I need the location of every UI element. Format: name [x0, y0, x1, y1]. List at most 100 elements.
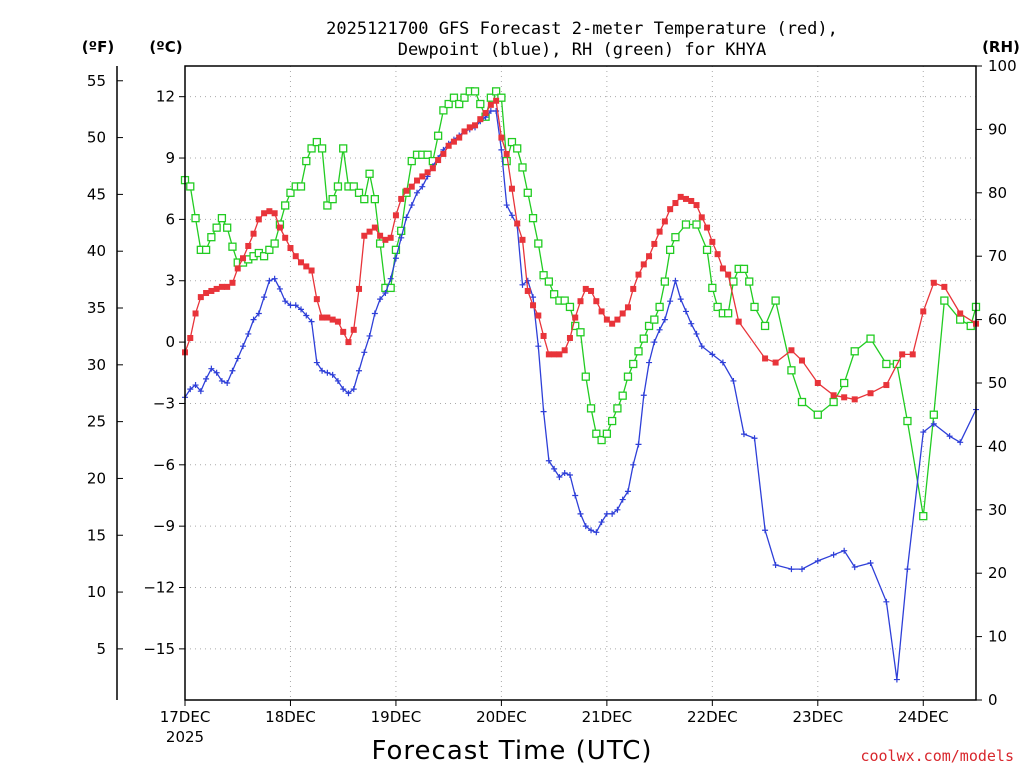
rh-point	[618, 391, 627, 400]
rh-tick-label: 80	[988, 184, 1007, 202]
rh-point	[629, 359, 638, 369]
temperature-point	[229, 279, 236, 286]
dewpoint-point	[398, 234, 405, 241]
temperature-point	[445, 142, 452, 149]
rh-point	[307, 144, 316, 153]
rh-tick-label: 70	[988, 247, 1007, 265]
temperature-point	[334, 318, 341, 325]
dewpoint-point	[603, 510, 610, 517]
dewpoint-point	[688, 320, 695, 327]
rh-point	[919, 511, 928, 521]
rh-point	[270, 239, 279, 248]
temperature-point	[245, 242, 252, 249]
temperature-point	[329, 316, 336, 323]
x-year-label: 2025	[166, 728, 204, 746]
temperature-point	[672, 200, 679, 207]
dewpoint-point	[261, 294, 268, 301]
rh-point	[339, 144, 348, 153]
temperature-point	[788, 347, 795, 354]
rh-point	[797, 397, 807, 407]
dewpoint-point	[292, 302, 299, 309]
dewpoint-point	[218, 377, 225, 384]
temperature-point	[704, 224, 711, 231]
temperature-point	[266, 208, 273, 215]
data-series	[180, 87, 981, 683]
f-tick-label: 10	[87, 583, 106, 601]
dewpoint-point	[957, 439, 964, 446]
rh-tick-label: 40	[988, 437, 1007, 455]
temperature-point	[598, 308, 605, 315]
temperature-point	[957, 310, 964, 317]
rh-point	[407, 156, 416, 166]
temperature-point	[292, 253, 299, 260]
rh-point	[354, 188, 364, 197]
dewpoint-point	[582, 523, 589, 530]
x-tick-label: 20DEC	[476, 708, 527, 726]
temperature-point	[298, 259, 305, 266]
chart-title-line2: Dewpoint (blue), RH (green) for KHYA	[398, 40, 766, 60]
fahrenheit-axis: 5 10 15 20 25 30 35 40 45 50 55	[87, 66, 123, 700]
fahrenheit-axis-label: (ºF)	[82, 38, 114, 56]
temperature-point	[688, 197, 695, 204]
rh-point	[460, 93, 469, 102]
temperature-point	[830, 392, 837, 399]
temperature-point	[429, 165, 436, 172]
rh-point	[639, 334, 648, 343]
dewpoint-point	[308, 318, 315, 325]
rh-point	[708, 283, 717, 293]
temperature-point	[392, 212, 399, 219]
dewpoint-point	[392, 255, 399, 262]
rh-point	[476, 99, 485, 109]
temperature-point	[472, 122, 479, 129]
f-tick-label: 50	[87, 129, 106, 147]
dewpoint-point	[682, 308, 689, 315]
rh-point	[956, 315, 965, 324]
dewpoint-point	[224, 380, 231, 386]
rh-point	[228, 242, 237, 251]
chart-title-line1: 2025121700 GFS Forecast 2-meter Temperat…	[326, 19, 838, 39]
temperature-point	[203, 290, 210, 297]
f-tick-label: 15	[87, 526, 106, 544]
rh-point	[259, 252, 269, 261]
temperature-point	[535, 312, 542, 319]
temperature-point	[714, 251, 721, 258]
rh-point	[223, 223, 232, 232]
dewpoint-point	[651, 339, 658, 346]
dewpoint-point	[187, 386, 194, 393]
rh-point	[518, 163, 527, 172]
dewpoint-point	[524, 277, 531, 284]
rh-tick-label: 30	[988, 501, 1007, 519]
temperature-series	[182, 97, 979, 403]
rh-point	[760, 321, 770, 331]
temperature-point	[356, 285, 363, 292]
rh-tick-label: 50	[988, 374, 1007, 392]
dewpoint-point	[762, 527, 769, 534]
temperature-point	[271, 210, 278, 217]
temperature-point	[313, 296, 320, 303]
dewpoint-point	[830, 551, 837, 558]
dewpoint-point	[276, 285, 283, 292]
temperature-point	[883, 382, 890, 389]
dewpoint-point	[609, 510, 616, 517]
temperature-point	[498, 134, 505, 141]
temperature-point	[508, 185, 515, 192]
dewpoint-point	[867, 559, 874, 566]
c-tick-label: 3	[165, 272, 175, 290]
rh-point	[671, 233, 680, 242]
rh-point	[903, 416, 912, 426]
dewpoint-point	[313, 359, 320, 366]
celsius-axis-label: (ºC)	[149, 38, 182, 56]
rh-point	[201, 245, 211, 255]
temperature-point	[440, 150, 447, 157]
rh-point	[486, 93, 496, 102]
rh-point	[507, 137, 517, 147]
rh-point	[571, 321, 580, 331]
temperature-point	[371, 224, 378, 231]
rh-point	[565, 302, 575, 312]
dewpoint-point	[361, 349, 368, 356]
temperature-point	[798, 357, 805, 364]
dewpoint-point	[197, 388, 204, 395]
c-tick-label: 9	[165, 149, 175, 167]
time-axis: 17DEC 18DEC 19DEC 20DEC 21DEC 22DEC 23DEC 24DEC…	[160, 700, 949, 746]
